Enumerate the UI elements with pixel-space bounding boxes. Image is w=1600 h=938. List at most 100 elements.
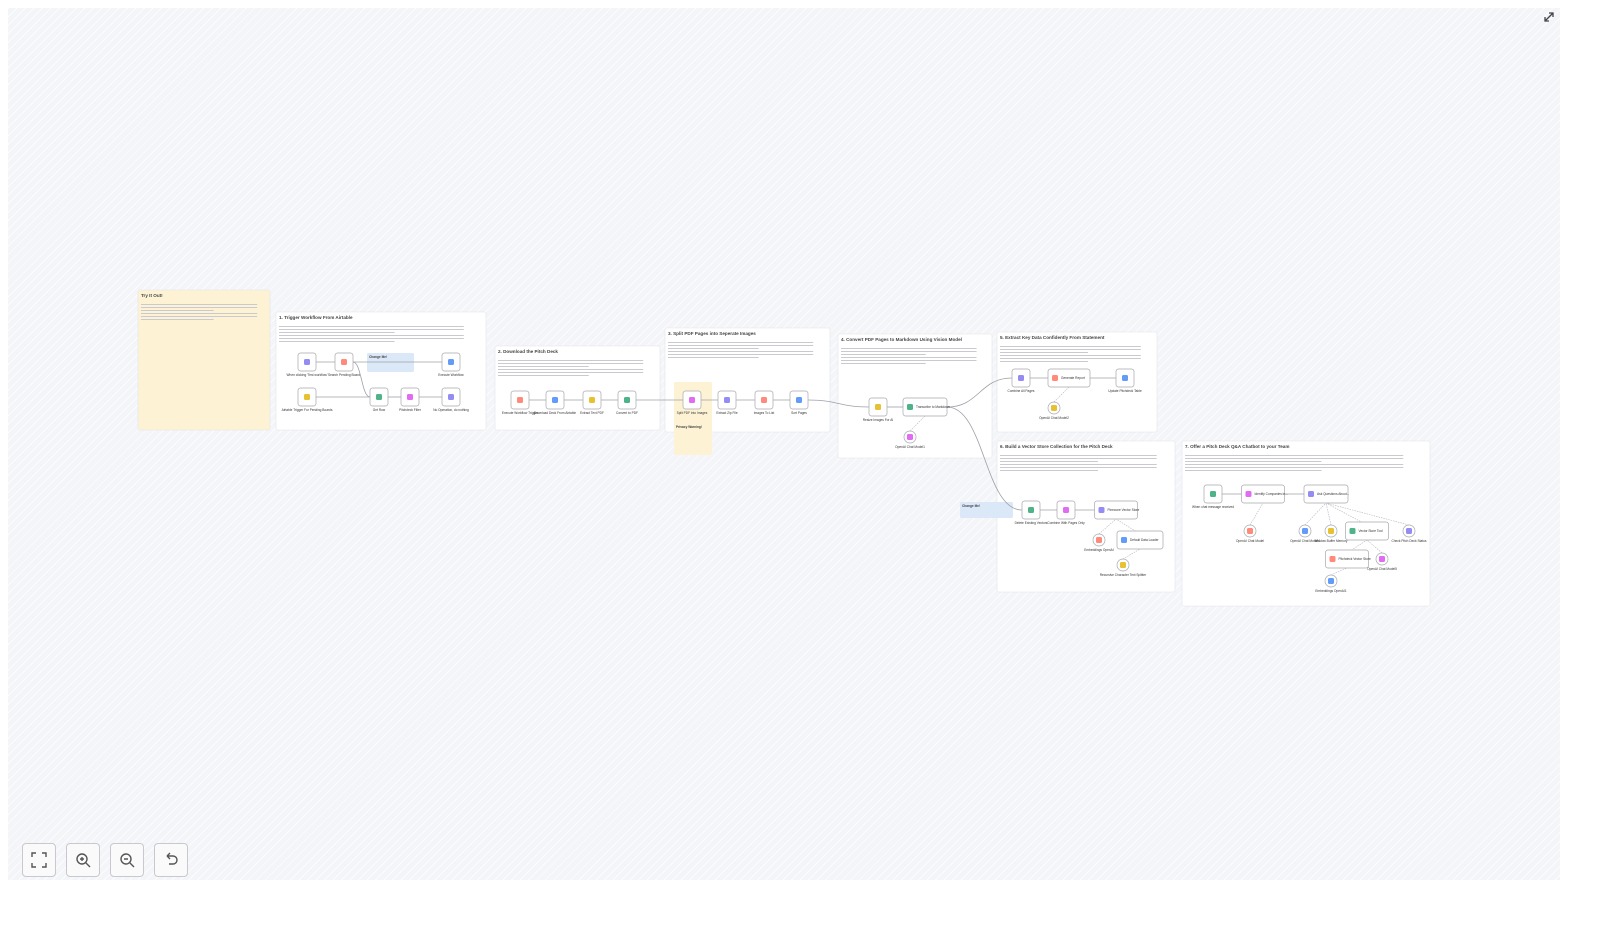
workflow-node[interactable]: Embeddings OpenAI1 bbox=[1315, 574, 1347, 593]
workflow-node[interactable]: Execute Workflow Trigger bbox=[502, 390, 539, 415]
sticky-note-text-line bbox=[279, 338, 464, 339]
workflow-node[interactable]: Combine With Pages Only bbox=[1047, 500, 1085, 525]
fit-view-button[interactable] bbox=[22, 843, 56, 877]
reset-zoom-button[interactable] bbox=[154, 843, 188, 877]
workflow-node[interactable]: Images To List bbox=[754, 390, 775, 415]
node-label: Airtable Trigger For Pending Boards bbox=[282, 408, 333, 412]
workflow-node[interactable]: When clicking 'Test workflow' bbox=[287, 352, 328, 377]
node-box bbox=[1241, 484, 1285, 504]
node-label: OpenAI Chat Model bbox=[1236, 539, 1264, 543]
node-box bbox=[1094, 500, 1138, 520]
sub-connection bbox=[909, 415, 926, 432]
node-label: Combine All Pages bbox=[1008, 389, 1035, 393]
node-icon bbox=[907, 434, 913, 440]
node-label: Download Deck From Airtable bbox=[534, 411, 576, 415]
workflow-node[interactable]: Resize Images For AI bbox=[863, 397, 894, 422]
sticky-note-text-line bbox=[1185, 458, 1404, 459]
workflow-node[interactable]: Check Pitch Deck Status bbox=[1391, 524, 1427, 543]
node-icon bbox=[796, 397, 802, 403]
workflow-node[interactable]: Pinecone Vector Store bbox=[1094, 500, 1140, 520]
node-label: Window Buffer Memory bbox=[1314, 539, 1347, 543]
sticky-note-text-line bbox=[1000, 467, 1157, 468]
node-label: Pitchdeck Vector Store bbox=[1339, 557, 1371, 561]
connection bbox=[946, 406, 1023, 511]
workflow-node[interactable]: Embeddings OpenAI bbox=[1084, 533, 1114, 552]
workflow-node[interactable]: When chat message received bbox=[1192, 484, 1234, 509]
connection bbox=[807, 399, 870, 408]
node-icon bbox=[1051, 405, 1057, 411]
workflow-node[interactable]: Download Deck From Airtable bbox=[534, 390, 576, 415]
workflow-node[interactable]: Extract Zip File bbox=[716, 390, 738, 415]
sticky-note-text-line bbox=[279, 341, 395, 342]
workflow-node[interactable]: Split PDF into Images bbox=[677, 390, 708, 415]
fullscreen-icon[interactable] bbox=[1544, 12, 1554, 22]
sticky-note-text-line bbox=[1000, 349, 1141, 350]
node-icon bbox=[517, 397, 523, 403]
sticky-note-text-line bbox=[1000, 358, 1141, 359]
sticky-note-text-line bbox=[498, 366, 589, 367]
workflow-node[interactable]: Pitchdeck Filter bbox=[399, 387, 422, 412]
sub-connection bbox=[1115, 518, 1141, 535]
sticky-note-text-line bbox=[498, 375, 589, 376]
small-sticky-note bbox=[367, 353, 414, 372]
node-icon bbox=[448, 394, 454, 400]
workflow-node[interactable]: Extract Text PDF bbox=[580, 390, 604, 415]
workflow-node[interactable]: Delete Existing Vectors bbox=[1015, 500, 1048, 525]
workflow-node[interactable]: Recursive Character Text Splitter bbox=[1100, 558, 1147, 577]
node-icon bbox=[304, 394, 310, 400]
node-icon bbox=[1096, 537, 1102, 543]
workflow-node[interactable]: Convert to PDF bbox=[616, 390, 638, 415]
node-icon bbox=[624, 397, 630, 403]
node-icon bbox=[1328, 528, 1334, 534]
small-sticky-note bbox=[960, 502, 1013, 518]
zoom-out-button[interactable] bbox=[110, 843, 144, 877]
node-label: Get Row bbox=[373, 408, 386, 412]
node-label: Transcribe to Markdown bbox=[916, 405, 950, 409]
workflow-node[interactable]: No Operation, do nothing bbox=[433, 387, 469, 412]
node-label: Embeddings OpenAI1 bbox=[1315, 589, 1346, 593]
node-icon bbox=[1122, 375, 1128, 381]
workflow-node[interactable]: Get Row bbox=[369, 387, 389, 412]
workflow-node[interactable]: OpenAI Chat Model2 bbox=[1039, 401, 1069, 420]
node-label: Pinecone Vector Store bbox=[1108, 508, 1140, 512]
node-box bbox=[902, 397, 948, 417]
workflow-node[interactable]: Identify Companies in... bbox=[1241, 484, 1288, 504]
sticky-note-text-line bbox=[841, 351, 977, 352]
sticky-note-text-line bbox=[841, 348, 977, 349]
node-icon bbox=[1098, 507, 1105, 513]
workflow-node[interactable]: Window Buffer Memory bbox=[1314, 524, 1348, 543]
node-label: Convert to PDF bbox=[616, 411, 638, 415]
sticky-note-text-line bbox=[668, 354, 814, 355]
workflow-node[interactable]: Search Pending Board bbox=[328, 352, 360, 377]
node-icon bbox=[907, 404, 913, 410]
workflow-node[interactable]: OpenAI Chat Model bbox=[1236, 524, 1264, 543]
workflow-node[interactable]: Ask Questions About... bbox=[1303, 484, 1349, 504]
zoom-in-button[interactable] bbox=[66, 843, 100, 877]
sticky-note-text-line bbox=[141, 304, 258, 305]
node-label: Identify Companies in... bbox=[1255, 492, 1288, 496]
workflow-node[interactable]: Generate Report bbox=[1047, 368, 1091, 388]
workflow-node[interactable]: Sort Pages bbox=[789, 390, 809, 415]
node-icon bbox=[1349, 528, 1356, 534]
sticky-note-text-line bbox=[141, 310, 214, 311]
sticky-note-title: 6. Build a Vector Store Collection for t… bbox=[1000, 444, 1113, 449]
workflow-node[interactable]: Transcribe to Markdown bbox=[902, 397, 950, 417]
node-icon bbox=[1018, 375, 1024, 381]
workflow-node[interactable]: Airtable Trigger For Pending Boards bbox=[282, 387, 333, 412]
workflow-node[interactable]: OpenAI Chat Model5 bbox=[1367, 552, 1397, 571]
workflow-node[interactable]: Vector Store Tool bbox=[1345, 521, 1389, 541]
workflow-node[interactable]: OpenAI Chat Model1 bbox=[895, 430, 925, 449]
node-label: Generate Report bbox=[1061, 376, 1085, 380]
workflow-node[interactable]: Default Data Loader bbox=[1116, 530, 1164, 550]
workflow-node[interactable]: Pitchdeck Vector Store bbox=[1325, 549, 1371, 569]
sticky-note-text-line bbox=[498, 372, 644, 373]
node-label: No Operation, do nothing bbox=[433, 408, 469, 412]
node-label: OpenAI Chat Model4 bbox=[1290, 539, 1320, 543]
workflow-node[interactable]: Update Pitchdeck Table bbox=[1108, 368, 1142, 393]
workflow-node[interactable]: OpenAI Chat Model4 bbox=[1290, 524, 1320, 543]
sticky-note-text-line bbox=[668, 351, 814, 352]
sticky-note-text-line bbox=[279, 326, 464, 327]
workflow-node[interactable]: Combine All Pages bbox=[1008, 368, 1035, 393]
workflow-node[interactable]: Execute Workflow bbox=[438, 352, 464, 377]
